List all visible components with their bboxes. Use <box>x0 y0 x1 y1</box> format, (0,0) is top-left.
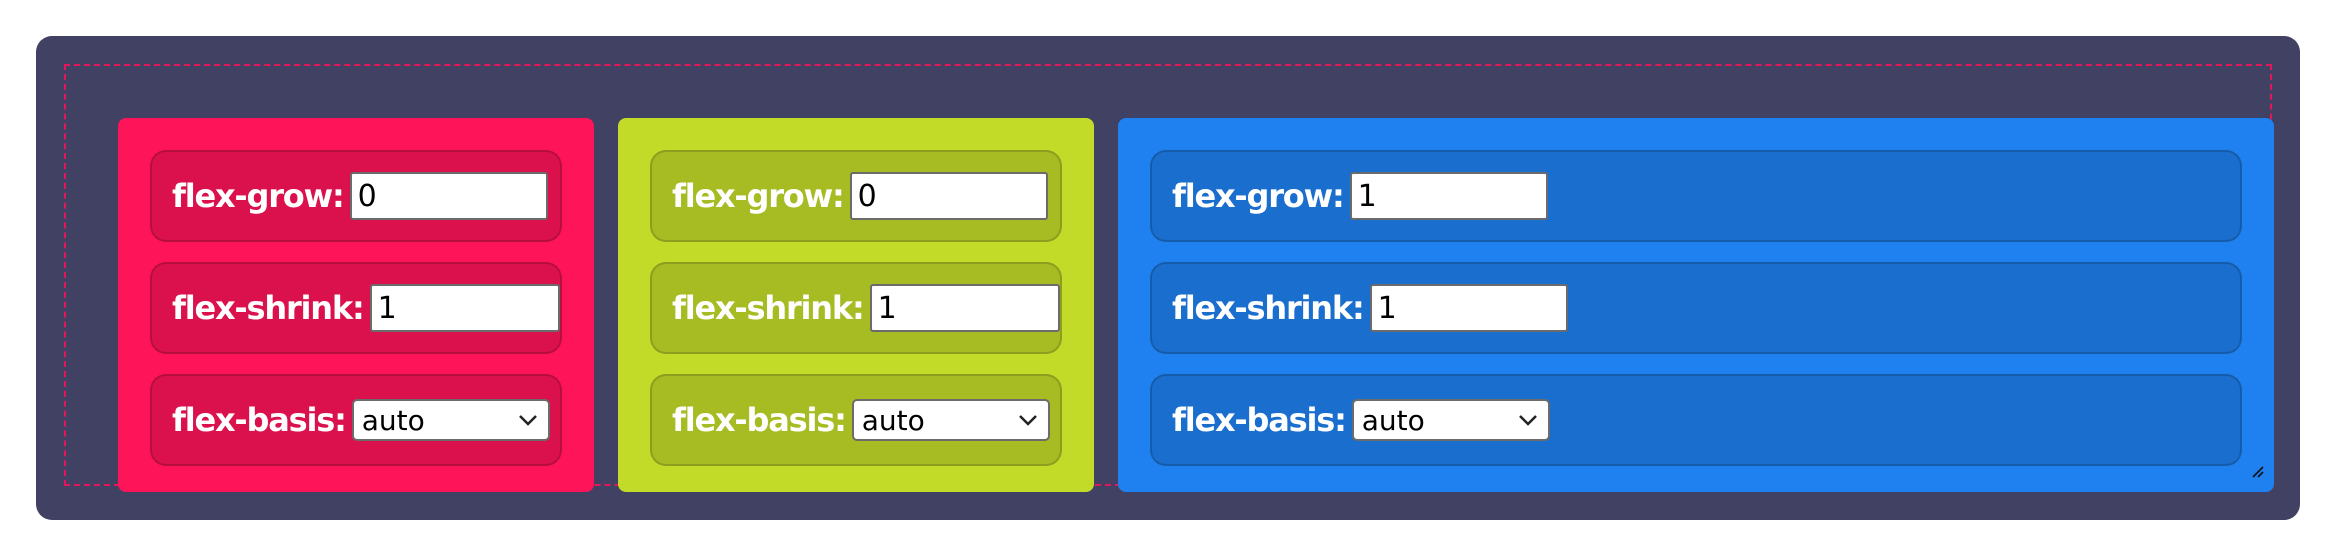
flex-basis-control: flex-basis: auto <box>1150 374 2242 466</box>
flex-shrink-label: flex-shrink: <box>172 289 365 327</box>
flex-basis-select[interactable]: auto <box>1351 399 1550 441</box>
flex-basis-label: flex-basis: <box>672 401 847 439</box>
flex-basis-control: flex-basis: auto <box>650 374 1062 466</box>
flex-item-2: flex-grow: 0 flex-shrink: 1 flex-basis: … <box>618 118 1094 492</box>
flex-grow-label: flex-grow: <box>1172 177 1345 215</box>
flex-container: flex-grow: 0 flex-shrink: 1 flex-basis: … <box>64 64 2274 492</box>
flex-basis-control: flex-basis: auto <box>150 374 562 466</box>
flex-shrink-label: flex-shrink: <box>1172 289 1365 327</box>
flex-basis-value: auto <box>861 403 925 437</box>
flex-shrink-input[interactable]: 1 <box>369 284 560 332</box>
flex-grow-input[interactable]: 1 <box>1349 172 1548 220</box>
chevron-down-icon <box>518 415 537 426</box>
flex-basis-label: flex-basis: <box>1172 401 1347 439</box>
flex-grow-label: flex-grow: <box>672 177 845 215</box>
flex-shrink-control: flex-shrink: 1 <box>650 262 1062 354</box>
flex-basis-value: auto <box>1361 403 1425 437</box>
flex-item-3: flex-grow: 1 flex-shrink: 1 flex-basis: … <box>1118 118 2274 492</box>
flex-basis-label: flex-basis: <box>172 401 347 439</box>
flex-shrink-input[interactable]: 1 <box>869 284 1060 332</box>
flex-basis-select[interactable]: auto <box>351 399 550 441</box>
resize-handle-icon[interactable] <box>2250 464 2264 478</box>
flex-grow-control: flex-grow: 0 <box>150 150 562 242</box>
flex-shrink-control: flex-shrink: 1 <box>1150 262 2242 354</box>
flex-shrink-label: flex-shrink: <box>672 289 865 327</box>
flex-shrink-input[interactable]: 1 <box>1369 284 1568 332</box>
flex-shrink-control: flex-shrink: 1 <box>150 262 562 354</box>
flex-grow-control: flex-grow: 1 <box>1150 150 2242 242</box>
flex-grow-input[interactable]: 0 <box>849 172 1048 220</box>
chevron-down-icon <box>1518 415 1537 426</box>
flex-grow-label: flex-grow: <box>172 177 345 215</box>
flex-grow-input[interactable]: 0 <box>349 172 548 220</box>
flex-basis-select[interactable]: auto <box>851 399 1050 441</box>
flex-playground: flex-grow: 0 flex-shrink: 1 flex-basis: … <box>36 36 2300 520</box>
flex-item-1: flex-grow: 0 flex-shrink: 1 flex-basis: … <box>118 118 594 492</box>
flex-grow-control: flex-grow: 0 <box>650 150 1062 242</box>
chevron-down-icon <box>1018 415 1037 426</box>
flex-basis-value: auto <box>361 403 425 437</box>
